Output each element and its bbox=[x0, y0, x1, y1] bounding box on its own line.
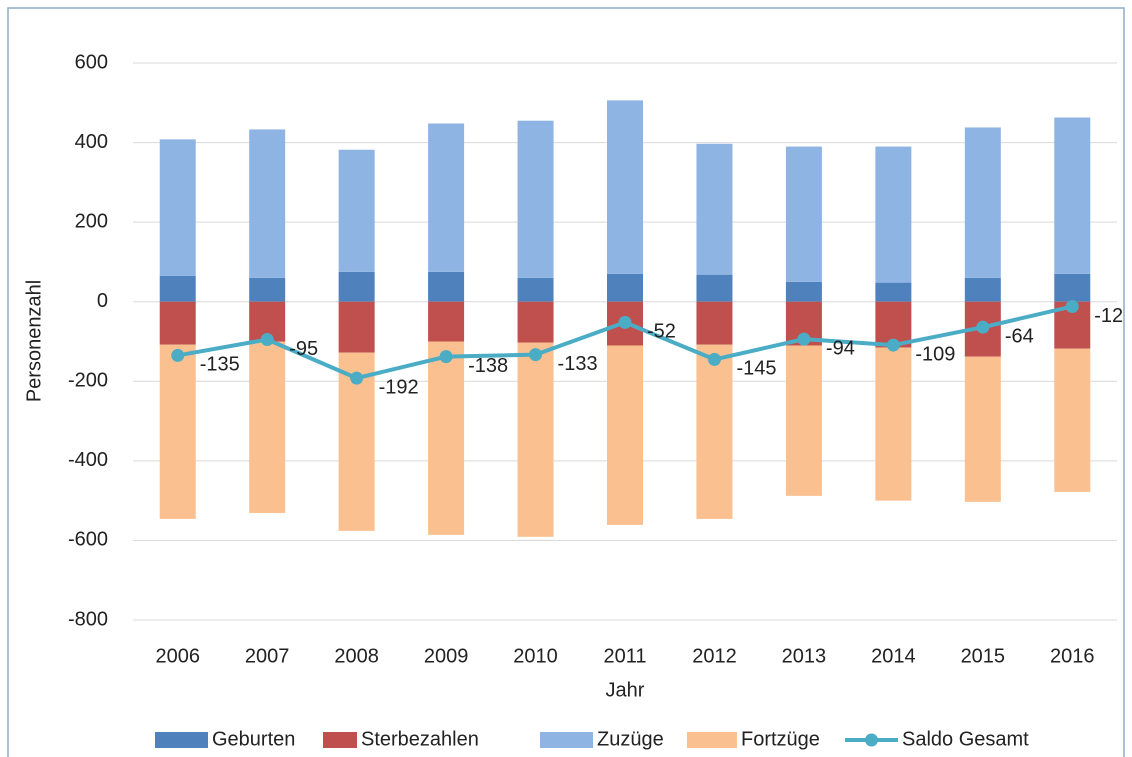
bar bbox=[607, 345, 643, 525]
bar bbox=[428, 341, 465, 535]
x-tick-label: 2008 bbox=[334, 645, 379, 667]
bar bbox=[517, 277, 554, 302]
bar bbox=[964, 356, 1001, 502]
data-label: -95 bbox=[289, 338, 318, 360]
data-label: -138 bbox=[468, 355, 508, 377]
line-marker bbox=[171, 348, 185, 362]
x-tick-label: 2013 bbox=[782, 645, 827, 667]
line-marker bbox=[976, 320, 990, 334]
bar bbox=[875, 282, 912, 302]
bar bbox=[249, 341, 286, 513]
data-label: -109 bbox=[915, 343, 955, 365]
bar bbox=[1054, 117, 1091, 274]
legend-label: Saldo Gesamt bbox=[902, 728, 1029, 750]
bar bbox=[338, 271, 375, 302]
y-tick-label: -400 bbox=[68, 449, 108, 471]
bar bbox=[428, 271, 465, 302]
x-tick-label: 2016 bbox=[1050, 645, 1095, 667]
bar bbox=[607, 100, 643, 274]
legend-swatch bbox=[865, 733, 878, 747]
bar bbox=[1054, 348, 1091, 492]
bar bbox=[428, 301, 465, 342]
bar bbox=[964, 127, 1001, 278]
bar bbox=[249, 277, 286, 302]
line-marker bbox=[707, 352, 721, 366]
x-tick-label: 2010 bbox=[513, 645, 558, 667]
bar bbox=[428, 123, 465, 272]
x-tick-label: 2014 bbox=[871, 645, 916, 667]
x-axis-title: Jahr bbox=[606, 679, 645, 701]
line-marker bbox=[886, 338, 900, 352]
y-tick-label: 0 bbox=[97, 290, 108, 312]
y-tick-label: 200 bbox=[75, 210, 108, 232]
y-tick-label: -800 bbox=[68, 608, 108, 630]
bar bbox=[785, 146, 822, 282]
line-marker bbox=[439, 350, 453, 364]
line-marker bbox=[618, 315, 632, 329]
legend-label: Geburten bbox=[212, 728, 295, 750]
y-tick-label: -200 bbox=[68, 370, 108, 392]
data-label: -52 bbox=[647, 321, 676, 343]
data-label: -94 bbox=[826, 337, 855, 359]
data-label: -12 bbox=[1094, 305, 1123, 327]
bar bbox=[785, 345, 822, 496]
y-tick-label: -600 bbox=[68, 529, 108, 551]
x-tick-label: 2007 bbox=[245, 645, 290, 667]
bar bbox=[607, 273, 643, 302]
bar bbox=[875, 146, 912, 283]
bar bbox=[785, 281, 822, 302]
data-label: -135 bbox=[200, 354, 240, 376]
legend-label: Sterbezahlen bbox=[361, 728, 479, 750]
y-tick-label: 400 bbox=[75, 131, 108, 153]
legend-swatch bbox=[687, 732, 737, 748]
bar bbox=[517, 301, 554, 343]
bar bbox=[696, 274, 733, 302]
line-marker bbox=[529, 348, 543, 362]
bar bbox=[696, 344, 733, 519]
bar bbox=[159, 275, 196, 302]
line-marker bbox=[260, 333, 274, 347]
data-label: -64 bbox=[1005, 325, 1034, 347]
bar bbox=[338, 149, 375, 272]
x-tick-label: 2012 bbox=[692, 645, 737, 667]
legend-label: Fortzüge bbox=[741, 728, 820, 750]
legend-swatch bbox=[155, 732, 208, 748]
legend-swatch bbox=[540, 732, 593, 748]
bar bbox=[517, 342, 554, 537]
legend-label: Zuzüge bbox=[597, 728, 664, 750]
line-marker bbox=[797, 332, 811, 346]
x-tick-label: 2011 bbox=[603, 645, 646, 667]
data-label: -133 bbox=[558, 353, 598, 375]
x-tick-label: 2015 bbox=[961, 645, 1006, 667]
line-marker bbox=[350, 371, 364, 385]
y-axis-title: Personenzahl bbox=[23, 280, 45, 402]
bar bbox=[696, 301, 733, 345]
bar bbox=[338, 301, 375, 353]
y-tick-label: 600 bbox=[75, 51, 108, 73]
bar bbox=[875, 347, 912, 501]
bar bbox=[517, 120, 554, 278]
bar bbox=[249, 129, 286, 278]
x-tick-label: 2009 bbox=[424, 645, 469, 667]
bar bbox=[159, 301, 196, 345]
bar bbox=[1054, 273, 1091, 302]
data-label: -145 bbox=[736, 358, 776, 380]
bar bbox=[159, 344, 196, 519]
bar bbox=[696, 143, 733, 275]
line-marker bbox=[1065, 299, 1079, 313]
x-tick-label: 2006 bbox=[155, 645, 200, 667]
bar bbox=[159, 139, 196, 276]
data-label: -192 bbox=[379, 376, 419, 398]
legend-swatch bbox=[323, 732, 357, 748]
bar bbox=[964, 277, 1001, 302]
